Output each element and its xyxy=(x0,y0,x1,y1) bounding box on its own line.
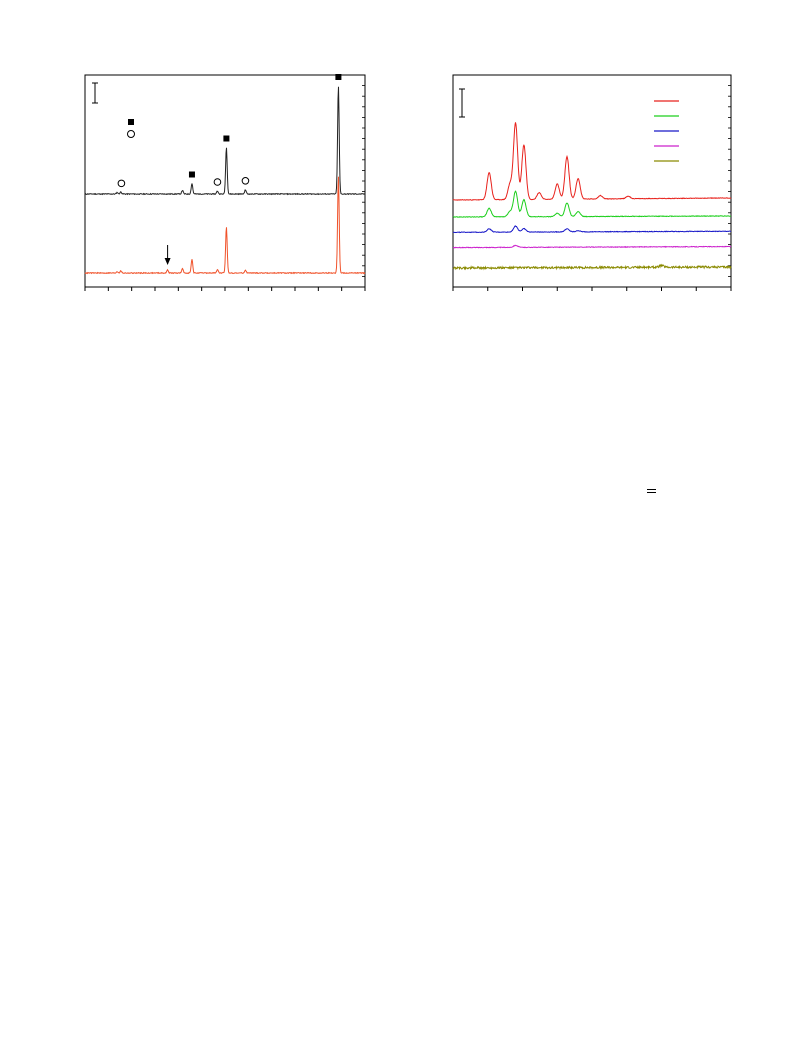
panel-b-series-4 xyxy=(452,263,732,271)
panel-b-series-1 xyxy=(452,190,731,218)
equals-sign xyxy=(647,489,656,495)
panel-a-series-0 xyxy=(84,86,366,196)
peak-marker-circle xyxy=(241,177,250,185)
panel-b-series-3 xyxy=(452,244,732,249)
panel-a-series-1 xyxy=(84,176,366,275)
peak-marker-circle xyxy=(213,178,222,186)
panel-b-spectra-chart xyxy=(452,74,732,291)
peak-marker-circle xyxy=(117,179,126,188)
marker-key-filled-square xyxy=(128,119,134,125)
peak-marker-square xyxy=(188,171,195,178)
panel-a-xrd-chart xyxy=(84,74,366,291)
arrow-head xyxy=(164,258,171,265)
peak-marker-square xyxy=(223,135,230,142)
panel-b-frame xyxy=(452,74,732,288)
panel-b-series-0 xyxy=(452,122,732,201)
marker-key-open-circle xyxy=(127,130,135,138)
panel-b-series-2 xyxy=(452,225,732,234)
peak-marker-square xyxy=(335,74,342,80)
